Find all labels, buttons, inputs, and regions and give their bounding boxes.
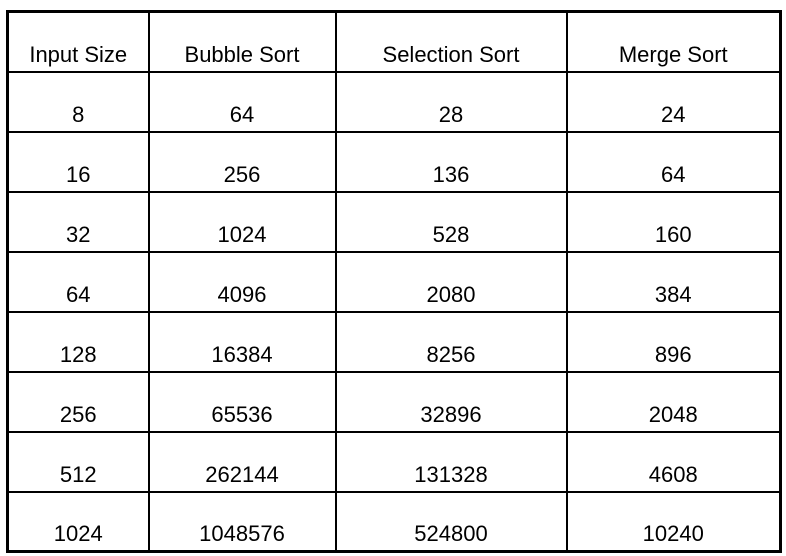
cell-selection-sort: 2080 (334, 250, 568, 313)
table-row: 32 1024 528 160 (6, 190, 782, 253)
header-merge-sort: Merge Sort (565, 10, 782, 73)
cell-input-size: 16 (6, 130, 150, 193)
cell-merge-sort: 64 (565, 130, 782, 193)
cell-input-size: 32 (6, 190, 150, 253)
cell-selection-sort: 28 (334, 70, 568, 133)
cell-bubble-sort: 1024 (147, 190, 337, 253)
cell-selection-sort: 136 (334, 130, 568, 193)
cell-selection-sort: 528 (334, 190, 568, 253)
cell-selection-sort: 8256 (334, 310, 568, 373)
cell-bubble-sort: 1048576 (147, 490, 337, 553)
cell-input-size: 1024 (6, 490, 150, 553)
cell-selection-sort: 131328 (334, 430, 568, 493)
table-row: 64 4096 2080 384 (6, 250, 782, 313)
cell-merge-sort: 24 (565, 70, 782, 133)
comparison-table-container: Input Size Bubble Sort Selection Sort Me… (6, 10, 782, 553)
cell-input-size: 512 (6, 430, 150, 493)
table-row: 256 65536 32896 2048 (6, 370, 782, 433)
table-row: 1024 1048576 524800 10240 (6, 490, 782, 553)
cell-input-size: 128 (6, 310, 150, 373)
cell-bubble-sort: 4096 (147, 250, 337, 313)
header-input-size: Input Size (6, 10, 150, 73)
table-row: 128 16384 8256 896 (6, 310, 782, 373)
cell-merge-sort: 896 (565, 310, 782, 373)
cell-merge-sort: 4608 (565, 430, 782, 493)
cell-merge-sort: 2048 (565, 370, 782, 433)
cell-input-size: 256 (6, 370, 150, 433)
cell-bubble-sort: 262144 (147, 430, 337, 493)
sort-comparison-table: Input Size Bubble Sort Selection Sort Me… (6, 10, 782, 553)
cell-bubble-sort: 64 (147, 70, 337, 133)
cell-merge-sort: 384 (565, 250, 782, 313)
cell-bubble-sort: 16384 (147, 310, 337, 373)
cell-input-size: 64 (6, 250, 150, 313)
header-selection-sort: Selection Sort (334, 10, 568, 73)
table-row: 8 64 28 24 (6, 70, 782, 133)
cell-merge-sort: 160 (565, 190, 782, 253)
table-row: 16 256 136 64 (6, 130, 782, 193)
cell-merge-sort: 10240 (565, 490, 782, 553)
cell-bubble-sort: 65536 (147, 370, 337, 433)
header-bubble-sort: Bubble Sort (147, 10, 337, 73)
header-row: Input Size Bubble Sort Selection Sort Me… (6, 10, 782, 73)
cell-input-size: 8 (6, 70, 150, 133)
cell-selection-sort: 524800 (334, 490, 568, 553)
cell-selection-sort: 32896 (334, 370, 568, 433)
cell-bubble-sort: 256 (147, 130, 337, 193)
table-row: 512 262144 131328 4608 (6, 430, 782, 493)
